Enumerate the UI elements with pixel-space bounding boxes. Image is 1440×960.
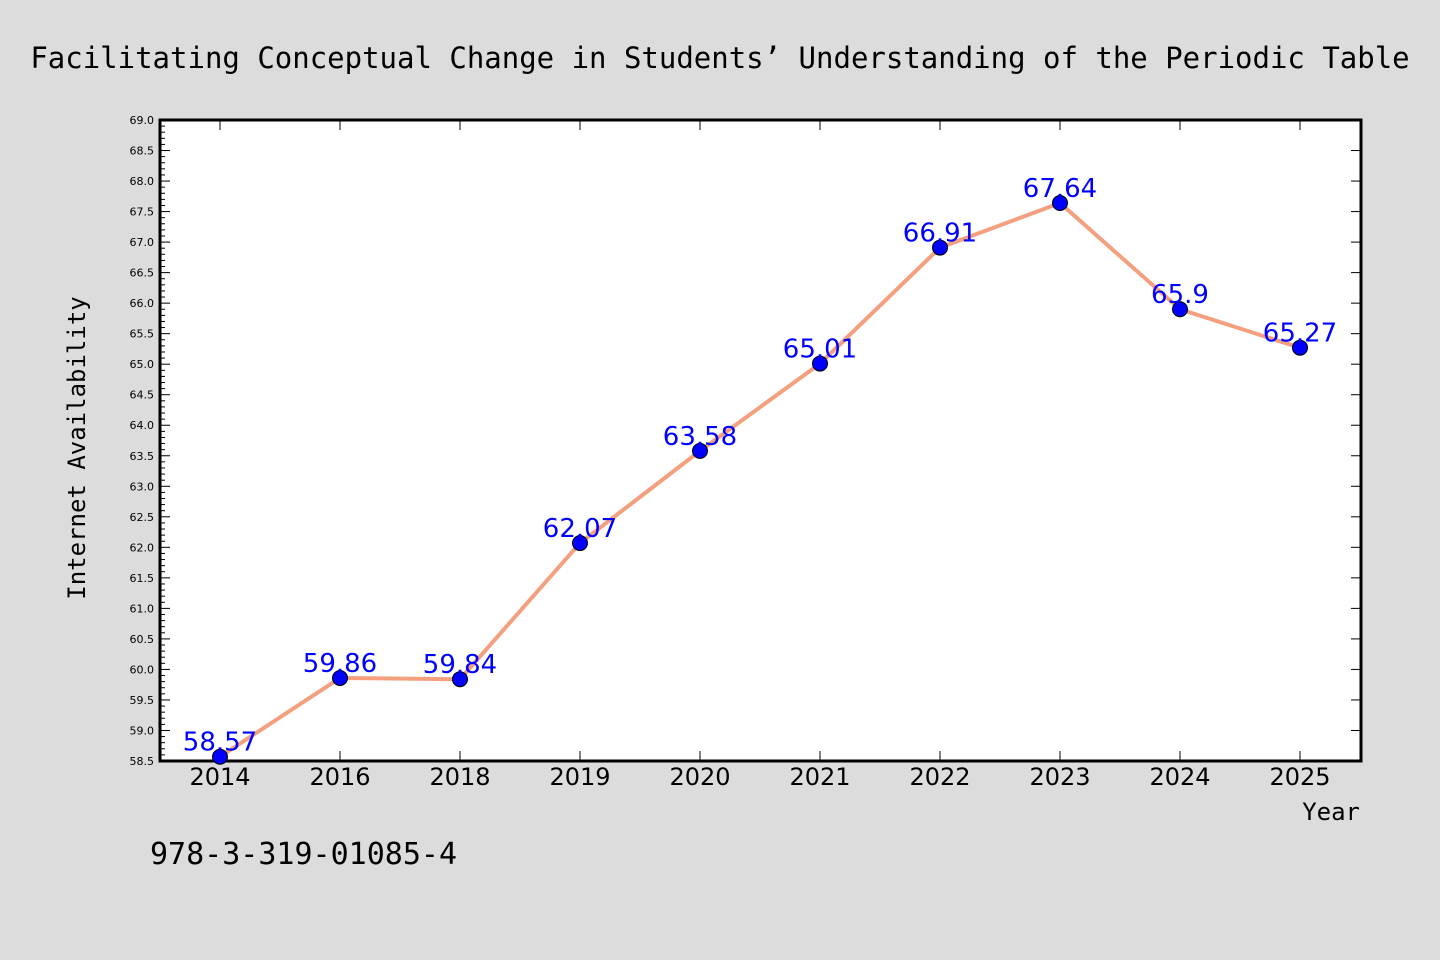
data-label: 65.27 xyxy=(1263,319,1337,349)
y-tick-label: 65.0 xyxy=(130,358,155,371)
data-point xyxy=(212,748,228,765)
x-tick-label: 2021 xyxy=(789,763,850,791)
y-axis-label: Internet Availability xyxy=(63,296,91,599)
data-label: 59.86 xyxy=(303,649,377,679)
data-point xyxy=(1292,339,1308,356)
x-axis-ticks: 2014 2016 2018 2019 2020 2021 2022 2023 2024 2025 xyxy=(189,120,1331,791)
y-tick-label: 59.0 xyxy=(130,724,155,737)
y-tick-label: 58.5 xyxy=(130,755,155,768)
y-tick-label: 62.5 xyxy=(130,511,155,524)
x-tick-label: 2020 xyxy=(669,763,730,791)
y-axis-ticks: 58.5 59.0 59.5 60.0 60.5 61.0 61.5 62.0 62.5 63.0… xyxy=(130,114,1361,768)
y-tick-label: 69.0 xyxy=(130,114,155,127)
y-tick-label: 60.5 xyxy=(130,633,155,646)
y-tick-label: 66.0 xyxy=(130,297,155,310)
y-tick-label: 68.5 xyxy=(130,145,155,158)
data-point xyxy=(1172,301,1188,318)
chart-title: Facilitating Conceptual Change in Studen… xyxy=(30,41,1409,75)
y-tick-label: 62.0 xyxy=(130,541,155,554)
data-label: 58.57 xyxy=(183,728,257,758)
data-label: 62.07 xyxy=(543,514,617,544)
y-tick-label: 66.5 xyxy=(130,267,155,280)
y-tick-label: 67.5 xyxy=(130,206,155,219)
data-label: 67.64 xyxy=(1023,174,1097,204)
y-tick-label: 59.5 xyxy=(130,694,155,707)
y-tick-label: 64.5 xyxy=(130,389,155,402)
x-tick-label: 2025 xyxy=(1269,763,1330,791)
data-label: 65.01 xyxy=(783,335,857,365)
y-tick-label: 61.5 xyxy=(130,572,155,585)
data-label: 59.84 xyxy=(423,650,497,680)
data-point xyxy=(332,669,348,686)
x-axis-label: Year xyxy=(1302,798,1360,826)
y-tick-label: 65.5 xyxy=(130,328,155,341)
data-label: 66.91 xyxy=(903,219,977,249)
data-markers xyxy=(212,195,1308,765)
y-tick-label: 63.5 xyxy=(130,450,155,463)
y-tick-label: 64.0 xyxy=(130,419,155,432)
y-tick-label: 60.0 xyxy=(130,663,155,676)
data-point xyxy=(1052,195,1068,212)
x-tick-label: 2023 xyxy=(1029,763,1090,791)
data-point xyxy=(692,442,708,459)
y-tick-label: 68.0 xyxy=(130,175,155,188)
data-point xyxy=(572,535,588,552)
series-line xyxy=(218,201,1301,759)
x-tick-label: 2022 xyxy=(909,763,970,791)
data-point xyxy=(812,355,828,372)
y-tick-label: 63.0 xyxy=(130,480,155,493)
data-point xyxy=(452,671,468,688)
x-tick-label: 2016 xyxy=(309,763,370,791)
x-tick-label: 2018 xyxy=(429,763,490,791)
y-tick-label: 67.0 xyxy=(130,236,155,249)
footer-code: 978-3-319-01085-4 xyxy=(150,837,457,872)
data-label: 63.58 xyxy=(663,422,737,452)
x-tick-label: 2014 xyxy=(189,763,250,791)
data-label: 65.9 xyxy=(1151,280,1209,310)
y-tick-label: 61.0 xyxy=(130,602,155,615)
x-tick-label: 2024 xyxy=(1149,763,1210,791)
data-labels: 58.57 59.86 59.84 62.07 63.58 65.01 66.91 67.64… xyxy=(183,174,1337,758)
plot-area xyxy=(158,118,1363,763)
data-point xyxy=(932,239,948,256)
x-tick-label: 2019 xyxy=(549,763,610,791)
